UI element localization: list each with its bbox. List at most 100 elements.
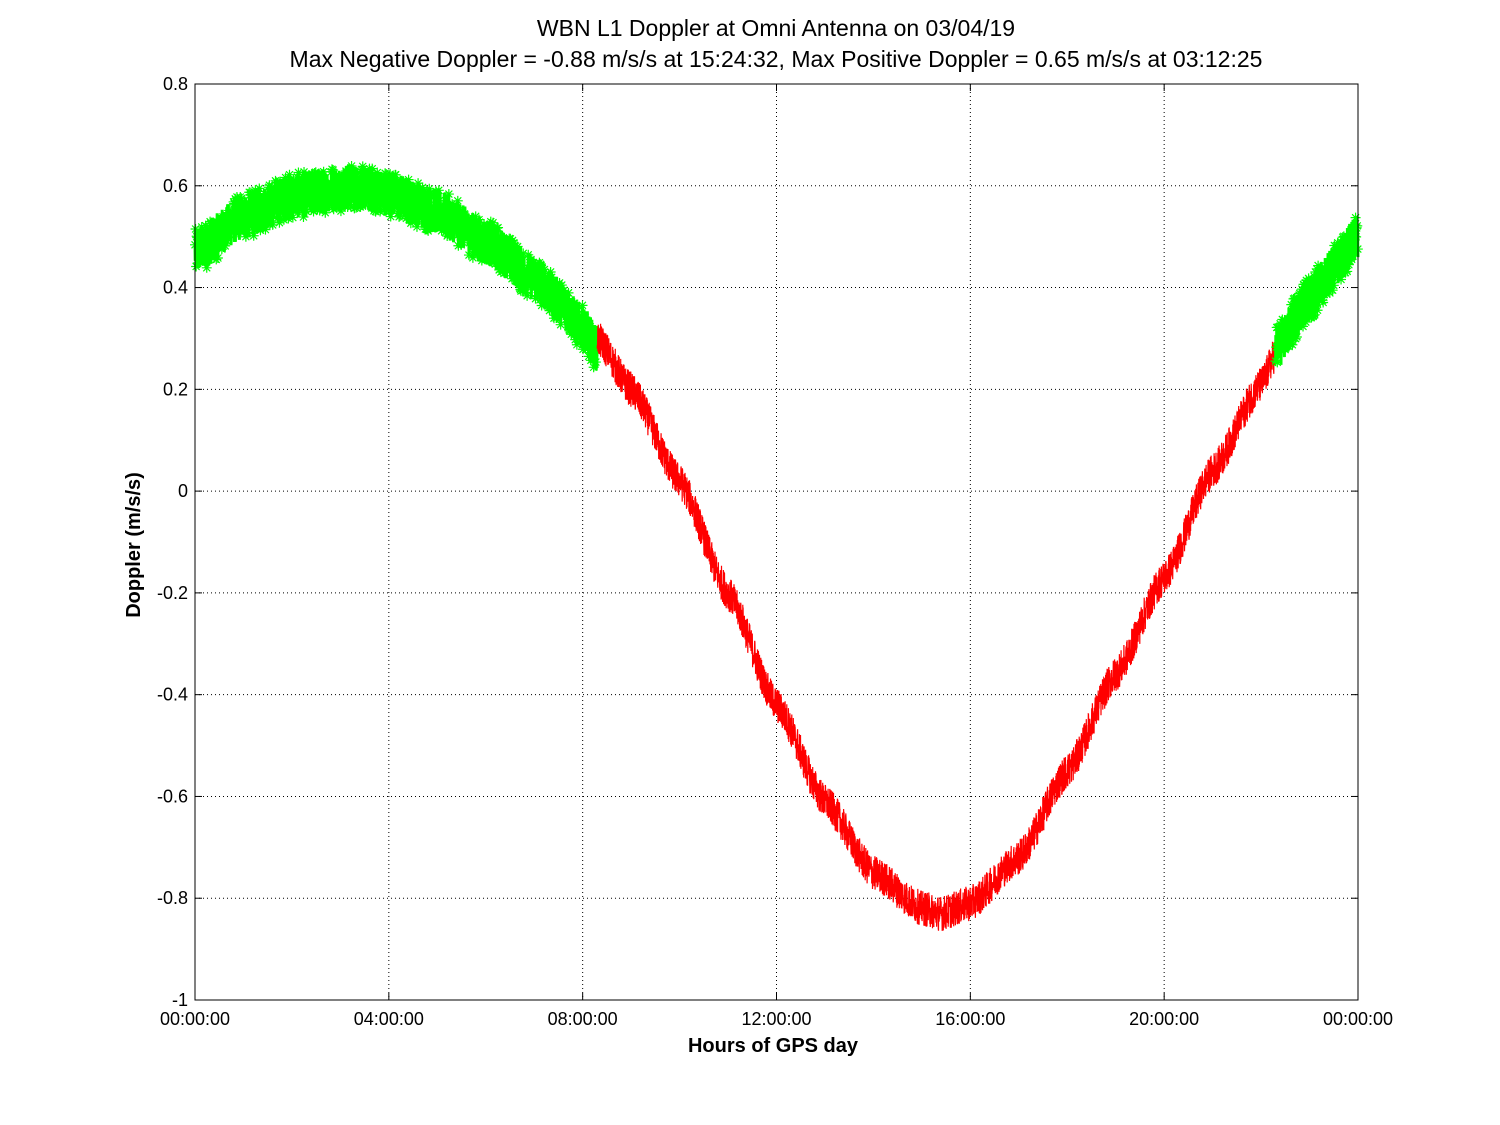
asterisk-marker (254, 210, 265, 221)
y-tick-label: 0.8 (163, 74, 188, 94)
asterisk-marker (534, 294, 545, 305)
asterisk-marker (361, 174, 372, 185)
asterisk-marker (362, 178, 373, 189)
asterisk-marker (408, 205, 419, 216)
asterisk-marker (354, 174, 365, 185)
asterisk-marker (202, 240, 213, 251)
asterisk-marker (1292, 311, 1303, 322)
asterisk-marker (1275, 343, 1286, 354)
x-tick-label: 20:00:00 (1129, 1009, 1199, 1029)
asterisk-marker (1331, 262, 1342, 273)
asterisk-marker (1313, 260, 1324, 271)
asterisk-marker (439, 210, 450, 221)
asterisk-marker (1316, 280, 1327, 291)
asterisk-marker (191, 261, 202, 272)
chart-subtitle: Max Negative Doppler = -0.88 m/s/s at 15… (290, 46, 1263, 72)
asterisk-marker (201, 251, 212, 262)
asterisk-marker (262, 188, 273, 199)
asterisk-marker (475, 240, 486, 251)
asterisk-marker (537, 287, 548, 298)
asterisk-marker (348, 174, 359, 185)
asterisk-marker (432, 221, 443, 232)
asterisk-marker (1328, 280, 1339, 291)
asterisk-marker (258, 213, 269, 224)
asterisk-marker (240, 205, 251, 216)
asterisk-marker (323, 189, 334, 200)
asterisk-marker (213, 223, 224, 234)
y-tick-label: -0.4 (157, 685, 188, 705)
asterisk-marker (311, 193, 322, 204)
asterisk-marker (1299, 291, 1310, 302)
asterisk-marker (200, 220, 211, 231)
asterisk-marker (452, 195, 463, 206)
asterisk-marker (499, 267, 510, 278)
asterisk-marker (236, 193, 247, 204)
asterisk-marker (283, 211, 294, 222)
asterisk-marker (1305, 291, 1316, 302)
asterisk-marker (324, 184, 335, 195)
asterisk-marker (385, 211, 396, 222)
asterisk-marker (471, 224, 482, 235)
asterisk-marker (532, 265, 543, 276)
asterisk-marker (233, 210, 244, 221)
asterisk-marker (1342, 266, 1353, 277)
asterisk-marker (373, 178, 384, 189)
asterisk-marker (304, 182, 315, 193)
asterisk-marker (278, 188, 289, 199)
asterisk-marker (360, 199, 371, 210)
asterisk-marker (546, 272, 557, 283)
asterisk-marker (366, 190, 377, 201)
asterisk-marker (539, 264, 550, 275)
asterisk-marker (251, 199, 262, 210)
asterisk-marker (434, 215, 445, 226)
asterisk-marker (220, 240, 231, 251)
asterisk-marker (531, 270, 542, 281)
asterisk-marker (332, 190, 343, 201)
asterisk-marker (1317, 262, 1328, 273)
asterisk-marker (542, 289, 553, 300)
asterisk-marker (1350, 212, 1361, 223)
asterisk-marker (495, 267, 506, 278)
x-tick-label: 12:00:00 (741, 1009, 811, 1029)
asterisk-marker (295, 184, 306, 195)
asterisk-marker (480, 225, 491, 236)
asterisk-marker (300, 190, 311, 201)
asterisk-marker (411, 221, 422, 232)
asterisk-marker (536, 300, 547, 311)
asterisk-marker (1328, 257, 1339, 268)
asterisk-marker (482, 220, 493, 231)
asterisk-marker (409, 199, 420, 210)
asterisk-marker (381, 186, 392, 197)
asterisk-marker (379, 187, 390, 198)
asterisk-marker (1315, 288, 1326, 299)
asterisk-marker (1309, 271, 1320, 282)
y-tick-label: 0.4 (163, 278, 188, 298)
asterisk-marker (1291, 331, 1302, 342)
asterisk-marker (530, 293, 541, 304)
asterisk-marker (1304, 277, 1315, 288)
asterisk-marker (1298, 321, 1309, 332)
asterisk-marker (1295, 317, 1306, 328)
asterisk-marker (363, 189, 374, 200)
asterisk-marker (212, 252, 223, 263)
asterisk-marker (562, 302, 573, 313)
asterisk-marker (247, 219, 258, 230)
asterisk-marker (573, 317, 584, 328)
asterisk-marker (239, 222, 250, 233)
asterisk-marker (425, 187, 436, 198)
asterisk-marker (347, 168, 358, 179)
asterisk-marker (417, 203, 428, 214)
asterisk-marker (502, 257, 513, 268)
asterisk-marker (588, 362, 599, 373)
axis-ticks: 00:00:00 04:00:00 08:00:00 12:00:00 16:00:00… (157, 74, 1393, 1029)
y-tick-label: -0.6 (157, 786, 188, 806)
asterisk-marker (334, 182, 345, 193)
asterisk-marker (401, 213, 412, 224)
x-axis-label: Hours of GPS day (688, 1035, 859, 1057)
asterisk-marker (1338, 231, 1349, 242)
asterisk-marker (245, 187, 256, 198)
asterisk-marker (287, 212, 298, 223)
asterisk-marker (1276, 338, 1287, 349)
asterisk-marker (463, 213, 474, 224)
